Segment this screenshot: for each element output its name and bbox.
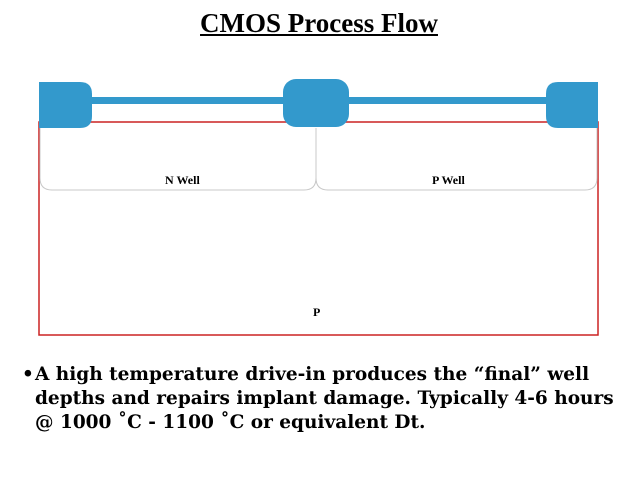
- slide-title: CMOS Process Flow: [200, 8, 438, 38]
- p-well-region: [315, 128, 598, 191]
- p-substrate-label: P: [313, 305, 321, 319]
- bullet-marker: •: [22, 364, 34, 385]
- p-well-label: P Well: [432, 173, 465, 187]
- thin-oxide-left: [88, 97, 288, 104]
- n-well-region: [39, 128, 317, 191]
- bullet-point: • A high temperature drive-in produces t…: [22, 363, 622, 435]
- field-oxide-left: [39, 82, 92, 128]
- field-oxide-center: [283, 79, 349, 127]
- bullet-text: A high temperature drive-in produces the…: [35, 364, 614, 433]
- n-well-label: N Well: [165, 173, 200, 187]
- thin-oxide-right: [348, 97, 548, 104]
- field-oxide-right: [546, 82, 598, 128]
